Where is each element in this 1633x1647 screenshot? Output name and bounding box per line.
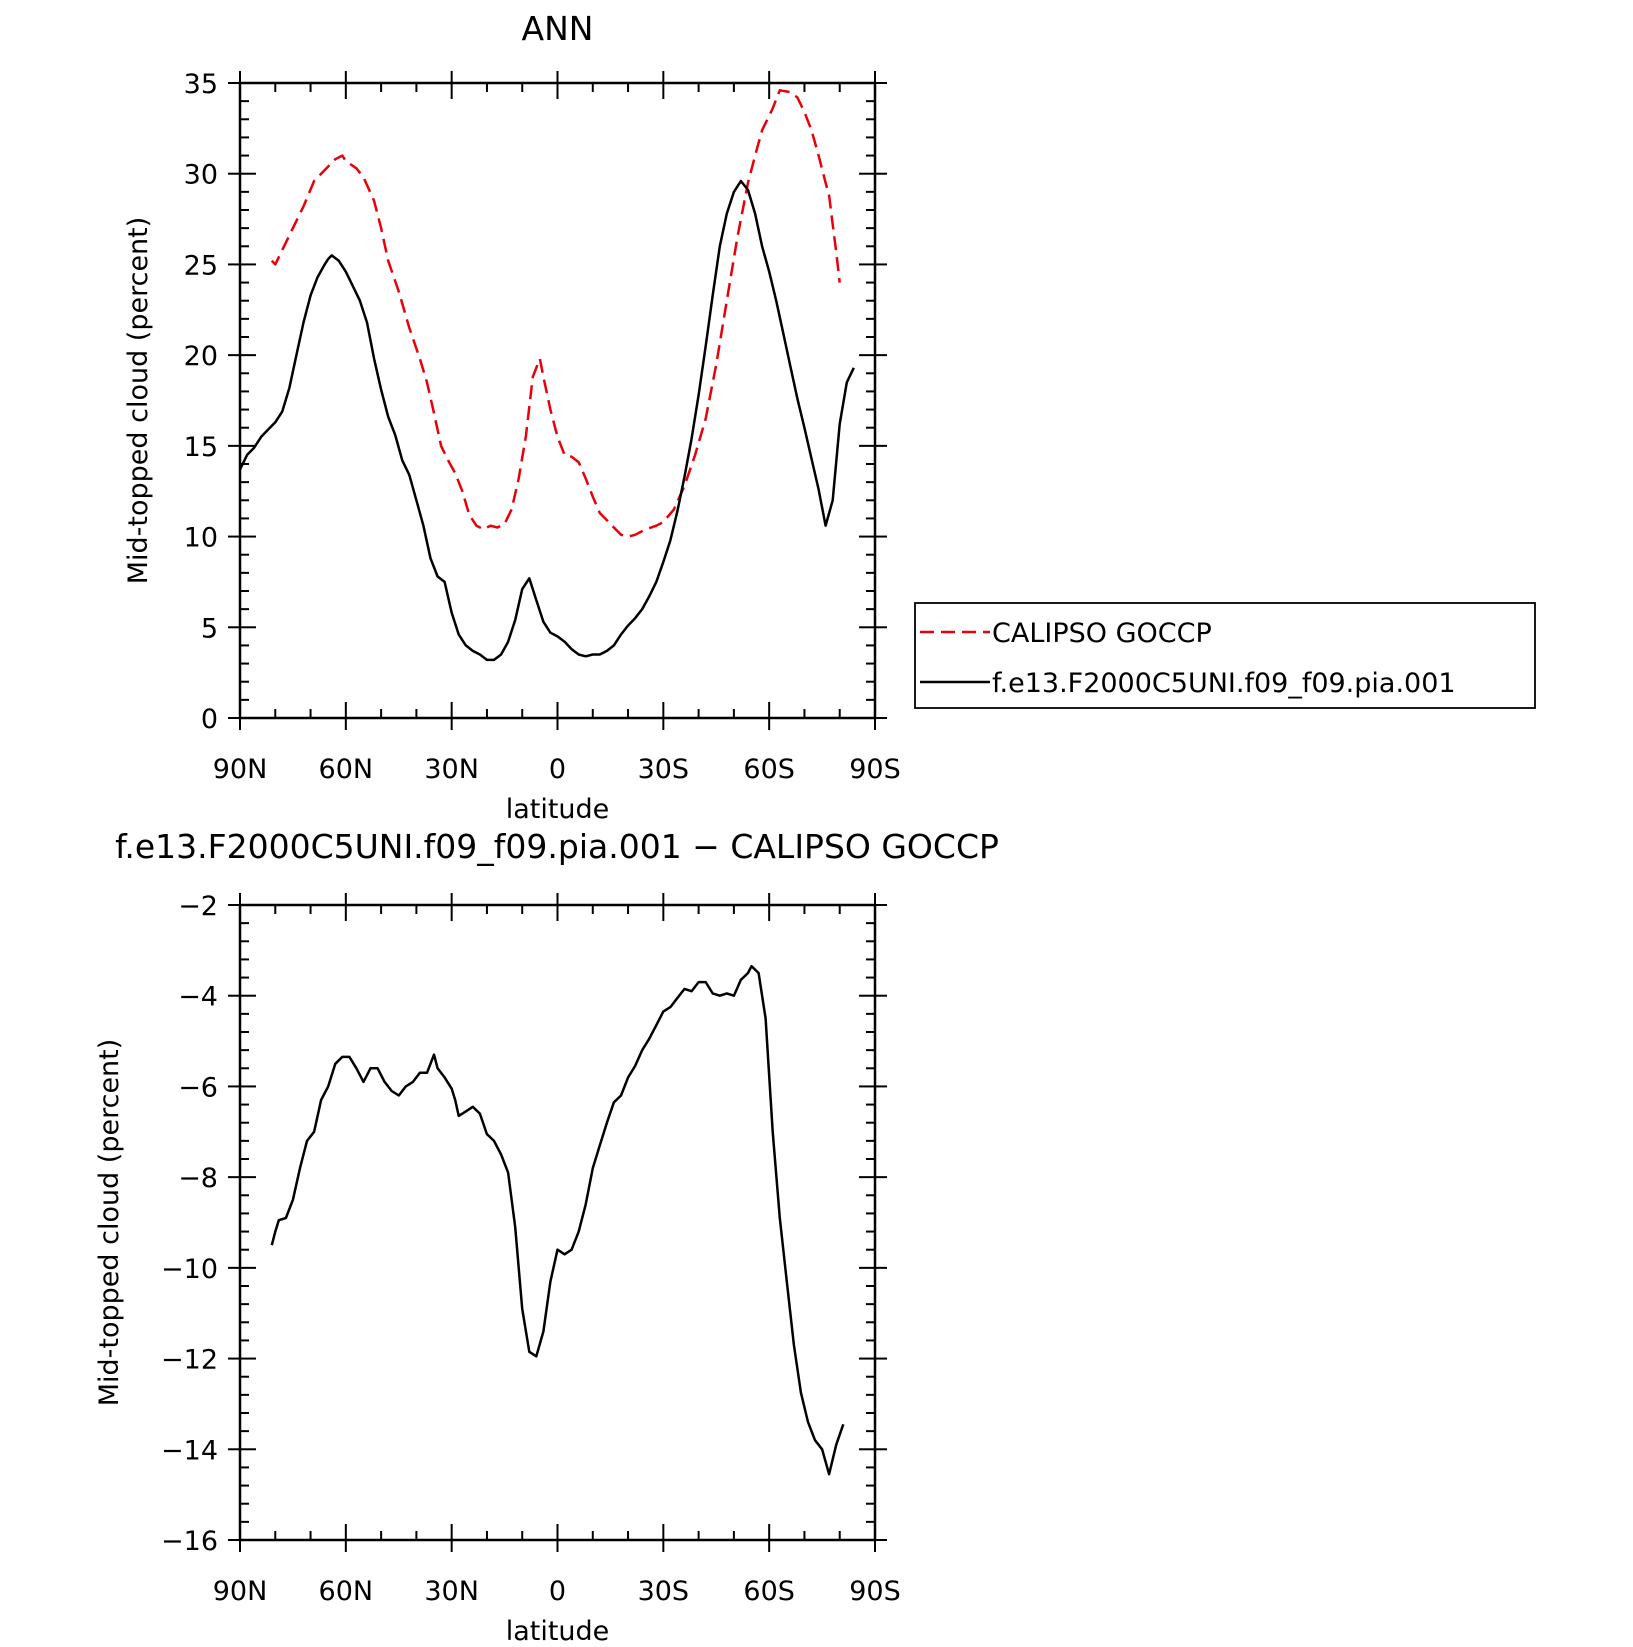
chart-title: ANN xyxy=(522,9,594,48)
y-tick-label: 25 xyxy=(184,250,218,281)
legend-label-2: f.e13.F2000C5UNI.f09_f09.pia.001 xyxy=(992,668,1456,699)
y-tick-label: 30 xyxy=(184,160,218,191)
legend-label-1: CALIPSO GOCCP xyxy=(992,618,1212,649)
y-tick-label: −14 xyxy=(161,1435,218,1466)
x-tick-label: 30S xyxy=(638,1576,690,1607)
chart-title: f.e13.F2000C5UNI.f09_f09.pia.001 − CALIP… xyxy=(115,827,999,866)
legend: CALIPSO GOCCP f.e13.F2000C5UNI.f09_f09.pi… xyxy=(914,602,1536,709)
x-tick-label: 30S xyxy=(638,754,690,785)
chart-panel-1: ANN 90N 60N 30N 0 30S 60S 90S 0 5 10 15 20 25 30 35 lati… xyxy=(123,9,1536,825)
y-tick-label: −12 xyxy=(161,1345,218,1376)
x-tick-label: 30N xyxy=(424,754,479,785)
y-tick-label: 5 xyxy=(201,613,218,644)
x-tick-label: 90S xyxy=(849,1576,901,1607)
series-line-2 xyxy=(238,179,855,662)
chart-panel-2: f.e13.F2000C5UNI.f09_f09.pia.001 − CALIP… xyxy=(94,827,999,1647)
x-tick-label: 30N xyxy=(424,1576,479,1607)
x-tick-label: 60S xyxy=(743,1576,795,1607)
x-tick-label: 90S xyxy=(849,754,901,785)
series-line-1 xyxy=(270,964,845,1476)
x-axis-label: latitude xyxy=(506,1616,610,1647)
y-axis-label: Mid-topped cloud (percent) xyxy=(123,217,154,585)
y-tick-label: 10 xyxy=(184,523,218,554)
x-tick-label: 60S xyxy=(743,754,795,785)
x-tick-label: 60N xyxy=(319,754,374,785)
x-tick-label: 0 xyxy=(549,754,566,785)
y-tick-label: −8 xyxy=(178,1163,218,1194)
x-tick-label: 0 xyxy=(549,1576,566,1607)
y-tick-label: −10 xyxy=(161,1254,218,1285)
x-tick-label: 90N xyxy=(213,1576,268,1607)
y-tick-label: −6 xyxy=(178,1072,218,1103)
y-axis-label: Mid-topped cloud (percent) xyxy=(94,1039,125,1407)
y-tick-label: −4 xyxy=(178,982,218,1013)
y-tick-label: 20 xyxy=(184,341,218,372)
y-tick-label: −16 xyxy=(161,1526,218,1557)
series-line-1 xyxy=(270,89,841,538)
y-tick-label: −2 xyxy=(178,891,218,922)
y-tick-label: 15 xyxy=(184,432,218,463)
y-tick-label: 0 xyxy=(201,704,218,735)
y-tick-label: 35 xyxy=(184,69,218,100)
legend-box xyxy=(914,602,1536,709)
x-axis-label: latitude xyxy=(506,794,610,825)
plot-frame xyxy=(238,81,877,720)
x-tick-label: 90N xyxy=(213,754,268,785)
x-tick-label: 60N xyxy=(319,1576,374,1607)
